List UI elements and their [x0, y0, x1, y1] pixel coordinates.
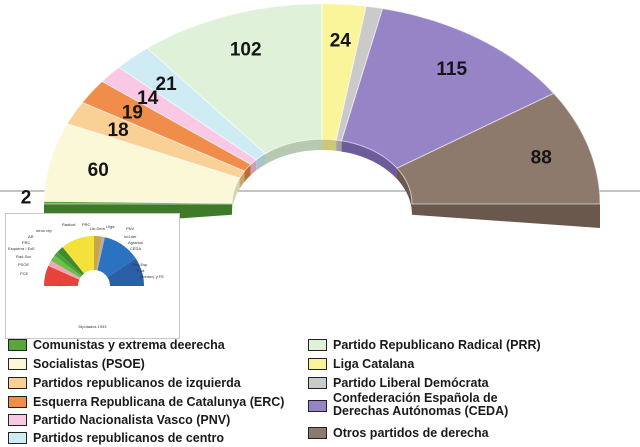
- hemicycle-wedge-8: [321, 3, 367, 141]
- inset-label: Trad.: [136, 268, 146, 273]
- inset-label: AR: [28, 234, 34, 239]
- hemicycle-wedge-11: [396, 92, 601, 205]
- inset-label: Ren.Esp: [132, 262, 148, 267]
- hemicycle-wedge-2: [43, 123, 241, 204]
- inset-label: Lliga: [106, 224, 115, 229]
- inset-wedge-9: [96, 236, 105, 271]
- hemicycle-inner-side-8: [322, 139, 337, 151]
- inset-label: otros rep: [36, 228, 52, 233]
- inset-label: PRC: [22, 240, 31, 245]
- inset-wedge-3: [48, 260, 81, 280]
- seat-label-4: 19: [122, 103, 143, 124]
- seat-label-10: 115: [436, 59, 467, 80]
- inset-caption: Diputados 1933: [78, 324, 107, 329]
- hemicycle-wedge-4: [81, 80, 252, 172]
- inset-label: Lib.Dem: [90, 226, 105, 231]
- seat-label-8: 24: [330, 31, 352, 52]
- hemicycle-wedge-9: [335, 5, 384, 142]
- inset-wedge-1: [44, 285, 78, 286]
- inset-label: Monarq. y FE: [140, 274, 165, 279]
- inset-wedge-4: [50, 255, 82, 278]
- inset-label: PRC: [82, 222, 91, 227]
- seat-label-11: 88: [531, 147, 552, 168]
- seat-label-6: 21: [156, 74, 178, 95]
- hemicycle-endcap: [412, 204, 600, 228]
- inset-wedge-2: [44, 265, 80, 286]
- inset-label: PCE: [20, 271, 29, 276]
- seat-label-7: 102: [230, 40, 262, 61]
- hemicycle-inner-side-9: [336, 140, 342, 152]
- hemicycle-wedge-10: [340, 8, 555, 169]
- inset-label: Radical: [62, 222, 76, 227]
- hemicycle-inner-side-3: [239, 171, 245, 189]
- seat-label-2: 60: [88, 160, 109, 181]
- inset-label: PSOE: [18, 262, 30, 267]
- inset-wedge-5: [54, 251, 83, 277]
- seat-label-5: 14: [137, 88, 159, 109]
- inset-wedge-6: [57, 247, 84, 276]
- hemicycle-wedge-7: [146, 3, 323, 155]
- hemicycle-inner-side-10: [341, 140, 397, 179]
- inset-hemicycle: [44, 236, 144, 286]
- inset-wedge-7: [62, 236, 94, 274]
- hemicycle-wedge-6: [118, 47, 267, 161]
- inset-label: Ind.der: [124, 234, 137, 239]
- inset-label: Agrarios: [128, 240, 143, 245]
- inset-label: CEDA: [130, 246, 142, 251]
- hemicycle-inner-side-6: [256, 153, 266, 171]
- inset-label: PNV: [126, 226, 135, 231]
- inset-wedge-8: [94, 236, 102, 271]
- seat-label-9: 9: [373, 0, 384, 1]
- inset-label: Esquerra / ExE: [8, 246, 35, 251]
- inset-label: Rad.Soc: [16, 254, 32, 259]
- hemicycle-inner-side-11: [397, 168, 412, 215]
- hemicycle-inner-side-4: [244, 164, 251, 182]
- hemicycle-wedge-5: [101, 66, 258, 165]
- seat-label-3: 18: [108, 120, 129, 141]
- hemicycle-wedge-3: [66, 101, 246, 179]
- seat-label-1: 2: [21, 188, 32, 209]
- hemicycle-inner-side-2: [232, 178, 240, 214]
- hemicycle-inner-side-7: [265, 139, 322, 165]
- hemicycle-top-faces: [43, 3, 601, 205]
- inset-wedge-10: [97, 237, 136, 278]
- inset-thumbnail-chart: Diputados 1933 AR otros rep PRC Esquerra / …: [5, 213, 180, 339]
- inset-wedge-11: [107, 258, 144, 286]
